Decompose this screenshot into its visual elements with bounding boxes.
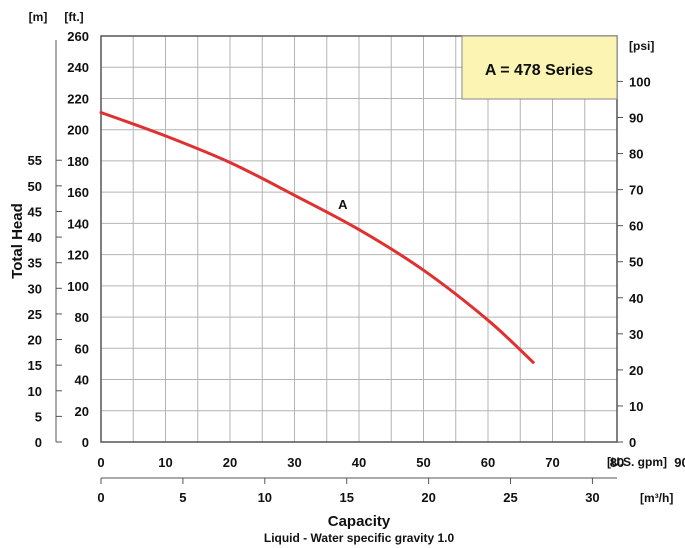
y-psi-tick-label: 90	[629, 110, 643, 125]
y-m-unit: [m]	[29, 10, 48, 24]
y-ft-tick-label: 60	[75, 341, 89, 356]
y-psi-tick-label: 70	[629, 183, 643, 198]
y-m-tick-label: 20	[28, 333, 42, 348]
x-m3h-tick-label: 0	[97, 490, 104, 505]
y-ft-tick-label: 200	[67, 123, 89, 138]
y-ft-tick-label: 80	[75, 310, 89, 325]
x-axis-title: Capacity	[328, 513, 391, 530]
x-gpm-tick-label: 0	[97, 455, 104, 470]
x-m3h-tick-label: 10	[258, 490, 272, 505]
x-gpm-unit: [U.S. gpm]	[607, 455, 667, 469]
y-ft-tick-label: 140	[67, 216, 89, 231]
y-psi-tick-label: 100	[629, 74, 651, 89]
y-m-tick-label: 45	[28, 204, 42, 219]
y-ft-unit: [ft.]	[64, 10, 83, 24]
y-psi-tick-label: 60	[629, 219, 643, 234]
legend-box: A = 478 Series	[461, 35, 618, 100]
x-gpm-tick-label: 60	[481, 455, 495, 470]
y-m-tick-label: 15	[28, 358, 42, 373]
x-m3h-unit: [m³/h]	[640, 491, 673, 505]
y-m-tick-label: 5	[35, 409, 42, 424]
x-m3h-tick-label: 20	[421, 490, 435, 505]
x-gpm-tick-label: 40	[352, 455, 366, 470]
y-ft-tick-label: 220	[67, 91, 89, 106]
y-m-tick-label: 40	[28, 230, 42, 245]
y-psi-unit: [psi]	[629, 39, 654, 53]
x-gpm-tick-label: 70	[545, 455, 559, 470]
y-psi-tick-label: 40	[629, 291, 643, 306]
y-ft-tick-label: 0	[82, 435, 89, 450]
y-ft-tick-label: 160	[67, 185, 89, 200]
y-ft-tick-label: 40	[75, 373, 89, 388]
legend-text: A = 478 Series	[485, 62, 593, 79]
y-ft-tick-label: 100	[67, 279, 89, 294]
y-m-tick-label: 10	[28, 384, 42, 399]
x-m3h-tick-label: 5	[179, 490, 186, 505]
y-psi-tick-label: 50	[629, 255, 643, 270]
y-ft-tick-label: 20	[75, 404, 89, 419]
chart-subtitle: Liquid - Water specific gravity 1.0	[264, 531, 455, 545]
y-psi-tick-label: 30	[629, 327, 643, 342]
y-m-tick-label: 30	[28, 281, 42, 296]
x-gpm-tick-label: 50	[416, 455, 430, 470]
x-m3h-tick-label: 30	[585, 490, 599, 505]
y-m-tick-label: 25	[28, 307, 42, 322]
legend-box-bg	[461, 35, 618, 100]
y-psi-tick-label: 20	[629, 363, 643, 378]
series-line-A	[99, 111, 535, 364]
y-ft-tick-label: 180	[67, 154, 89, 169]
x-gpm-tick-label: 10	[158, 455, 172, 470]
bottom-axes: 0 10 20 30 40 50 60 70 80 90 0 5 10 15 20 25 30	[97, 455, 685, 505]
y-ft-tick-label: 260	[67, 29, 89, 44]
x-gpm-tick-label: 80	[610, 455, 624, 470]
y-m-tick-label: 0	[35, 435, 42, 450]
y-axis-title: Total Head	[9, 203, 26, 279]
x-gpm-tick-label: 30	[287, 455, 301, 470]
series-layer: A	[99, 111, 535, 364]
series-label-A: A	[338, 197, 348, 212]
y-psi-tick-label: 0	[629, 435, 636, 450]
y-m-tick-label: 35	[28, 256, 42, 271]
y-ft-tick-label: 240	[67, 60, 89, 75]
x-m3h-tick-label: 15	[339, 490, 353, 505]
y-psi-tick-label: 10	[629, 399, 643, 414]
y-m-tick-label: 50	[28, 179, 42, 194]
left-axes: 0 20 40 60 80 100 120 140 160 180 200 220 240 260 0 5 10…	[28, 29, 89, 450]
x-m3h-tick-label: 25	[503, 490, 517, 505]
right-axis: 0 10 20 30 40 50 60 70 80 90 100	[617, 74, 651, 450]
y-psi-tick-label: 80	[629, 147, 643, 162]
y-m-tick-label: 55	[28, 153, 42, 168]
y-ft-tick-label: 120	[67, 248, 89, 263]
x-gpm-tick-label: 20	[223, 455, 237, 470]
plot-border	[100, 35, 618, 443]
x-gpm-tick-label: 90	[674, 455, 685, 470]
